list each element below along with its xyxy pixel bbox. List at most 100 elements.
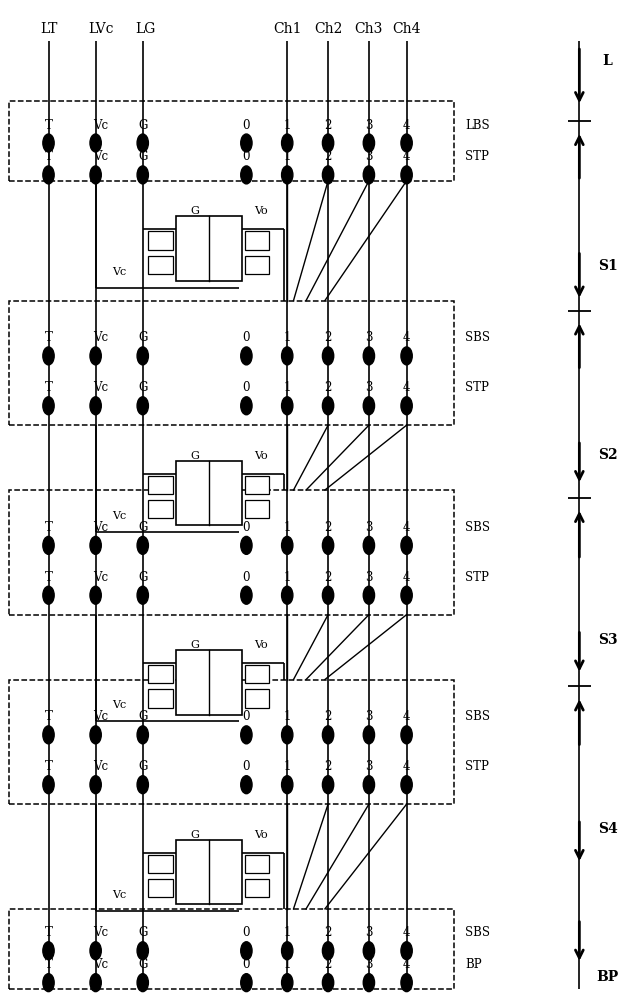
Circle shape — [401, 942, 412, 960]
Circle shape — [363, 726, 375, 744]
Circle shape — [241, 974, 252, 992]
Bar — [245, 689, 269, 708]
Text: F: F — [244, 890, 252, 900]
Text: Vo: Vo — [254, 206, 268, 216]
Text: 4: 4 — [403, 760, 410, 773]
Bar — [9, 490, 454, 615]
Circle shape — [363, 974, 375, 992]
Circle shape — [322, 166, 334, 184]
Circle shape — [241, 134, 252, 152]
Text: SBS: SBS — [465, 521, 490, 534]
Text: Vc: Vc — [93, 521, 108, 534]
Text: 2: 2 — [324, 710, 332, 723]
Circle shape — [401, 347, 412, 365]
Circle shape — [363, 134, 375, 152]
Text: Vc: Vc — [93, 760, 108, 773]
Text: T: T — [45, 760, 52, 773]
Text: 1: 1 — [283, 958, 291, 971]
Text: T: T — [45, 521, 52, 534]
Text: G: G — [138, 119, 148, 132]
Text: 3: 3 — [365, 521, 373, 534]
Circle shape — [43, 974, 54, 992]
Circle shape — [363, 776, 375, 794]
Text: Vo: Vo — [254, 640, 268, 650]
Circle shape — [281, 166, 293, 184]
Text: 2: 2 — [324, 571, 332, 584]
Text: 2: 2 — [324, 381, 332, 394]
Text: G: G — [191, 830, 199, 840]
Circle shape — [363, 536, 375, 554]
Bar — [245, 231, 269, 250]
Circle shape — [137, 397, 148, 415]
Text: BP: BP — [596, 970, 619, 984]
Text: 0: 0 — [243, 958, 250, 971]
Circle shape — [401, 726, 412, 744]
Circle shape — [90, 586, 102, 604]
Text: LT: LT — [40, 22, 57, 36]
Bar — [148, 256, 173, 274]
Circle shape — [363, 166, 375, 184]
Text: T: T — [45, 571, 52, 584]
Text: Vc: Vc — [93, 710, 108, 723]
Circle shape — [137, 942, 148, 960]
Text: LBS: LBS — [465, 119, 490, 132]
Text: 1: 1 — [283, 331, 291, 344]
Text: Ch3: Ch3 — [355, 22, 383, 36]
Circle shape — [137, 974, 148, 992]
Circle shape — [43, 536, 54, 554]
Circle shape — [363, 586, 375, 604]
Text: STP: STP — [465, 760, 489, 773]
Text: Vc: Vc — [93, 331, 108, 344]
Circle shape — [241, 347, 252, 365]
Text: 2: 2 — [324, 119, 332, 132]
Circle shape — [322, 726, 334, 744]
Text: 3: 3 — [365, 571, 373, 584]
Bar — [148, 665, 173, 683]
Text: 4: 4 — [403, 331, 410, 344]
Text: 4: 4 — [403, 958, 410, 971]
Circle shape — [322, 942, 334, 960]
Text: T: T — [45, 958, 52, 971]
Text: 2: 2 — [324, 926, 332, 939]
Bar — [148, 500, 173, 518]
Circle shape — [241, 586, 252, 604]
Text: 4: 4 — [403, 381, 410, 394]
Text: 0: 0 — [243, 381, 250, 394]
Text: 2: 2 — [324, 150, 332, 163]
Circle shape — [137, 166, 148, 184]
Circle shape — [43, 942, 54, 960]
Circle shape — [90, 397, 102, 415]
Circle shape — [322, 974, 334, 992]
Text: 0: 0 — [243, 710, 250, 723]
Text: T: T — [45, 119, 52, 132]
Text: Tr: Tr — [179, 220, 192, 230]
Circle shape — [137, 726, 148, 744]
Text: 3: 3 — [365, 150, 373, 163]
Text: LVc: LVc — [88, 22, 114, 36]
Text: Vc: Vc — [93, 958, 108, 971]
Bar — [9, 301, 454, 425]
Text: 2: 2 — [324, 760, 332, 773]
Bar — [9, 680, 454, 804]
Text: Vo: Vo — [254, 830, 268, 840]
Text: F: F — [244, 700, 252, 710]
Circle shape — [90, 166, 102, 184]
Text: 1: 1 — [283, 381, 291, 394]
Text: 2: 2 — [324, 331, 332, 344]
Text: T: T — [45, 926, 52, 939]
Bar — [245, 500, 269, 518]
Circle shape — [137, 776, 148, 794]
Circle shape — [137, 536, 148, 554]
Circle shape — [363, 397, 375, 415]
Circle shape — [281, 586, 293, 604]
Text: Ch2: Ch2 — [314, 22, 342, 36]
Circle shape — [241, 166, 252, 184]
Circle shape — [322, 536, 334, 554]
Bar — [175, 461, 242, 525]
Circle shape — [43, 397, 54, 415]
Text: STP: STP — [465, 571, 489, 584]
Text: G: G — [191, 640, 199, 650]
Circle shape — [43, 776, 54, 794]
Bar — [148, 855, 173, 873]
Text: 2: 2 — [324, 521, 332, 534]
